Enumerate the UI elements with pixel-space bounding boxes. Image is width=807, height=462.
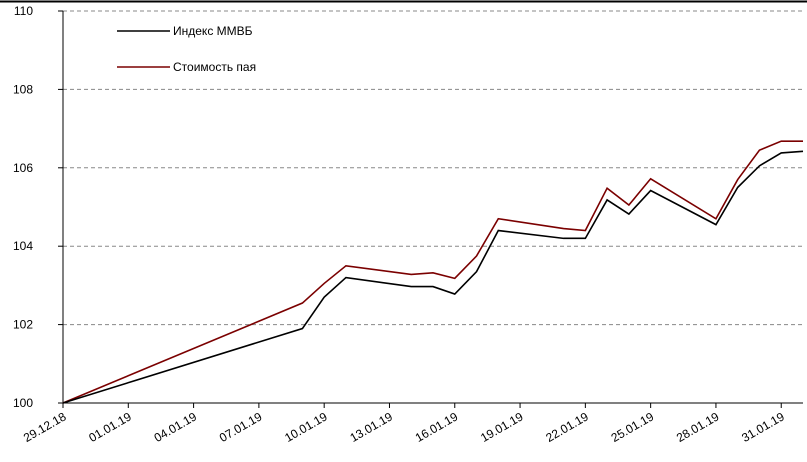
- y-tick-label: 110: [14, 4, 33, 18]
- x-tick-label: 22.01.19: [543, 409, 591, 445]
- x-tick-label: 28.01.19: [674, 409, 722, 445]
- x-tick-label: 04.01.19: [152, 409, 200, 445]
- x-tick-label: 16.01.19: [413, 409, 461, 445]
- legend-label: Индекс ММВБ: [173, 24, 253, 38]
- x-tick-label: 31.01.19: [739, 409, 787, 445]
- y-tick-label: 106: [13, 161, 33, 175]
- series-line: [62, 140, 803, 404]
- y-tick-label: 102: [13, 318, 33, 332]
- x-tick-label: 29.12.18: [21, 409, 69, 445]
- x-tick-label: 25.01.19: [609, 409, 657, 445]
- y-tick-label: 104: [13, 239, 33, 253]
- series-line: [62, 150, 804, 404]
- y-tick-label: 100: [13, 396, 33, 410]
- x-tick-label: 13.01.19: [348, 409, 396, 445]
- x-tick-label: 10.01.19: [282, 409, 330, 445]
- x-tick-label: 19.01.19: [478, 409, 526, 445]
- x-tick-label: 07.01.19: [217, 409, 265, 445]
- legend-label: Стоимость пая: [173, 60, 256, 74]
- y-tick-label: 108: [13, 82, 33, 96]
- x-tick-label: 01.01.19: [86, 409, 134, 445]
